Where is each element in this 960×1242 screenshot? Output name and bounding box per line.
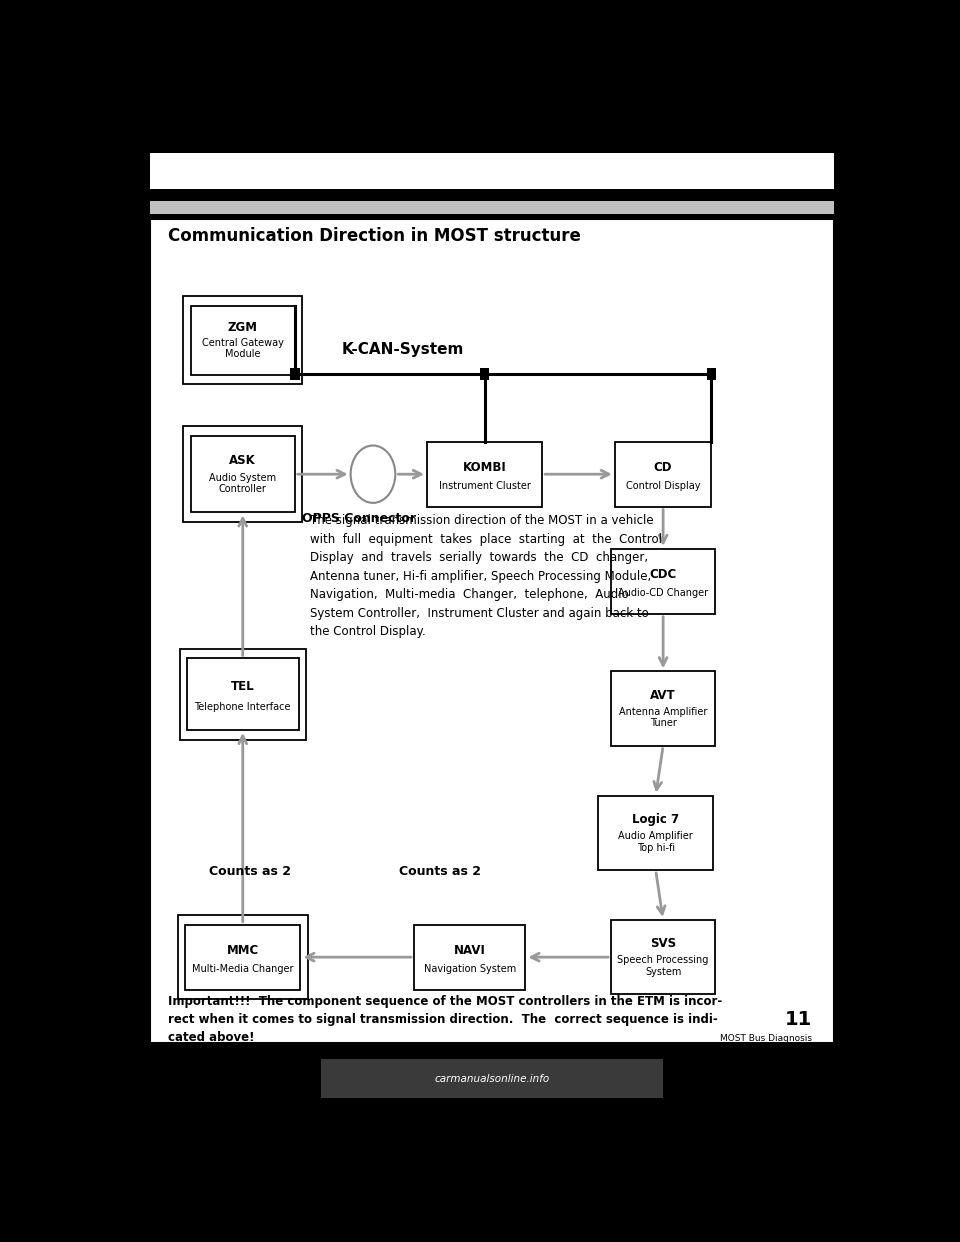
Text: CD: CD [654, 461, 672, 474]
FancyBboxPatch shape [150, 201, 834, 214]
Text: Counts as 2: Counts as 2 [209, 864, 291, 878]
FancyBboxPatch shape [183, 426, 302, 522]
FancyBboxPatch shape [598, 796, 713, 871]
FancyBboxPatch shape [611, 920, 715, 995]
Text: SVS: SVS [650, 938, 676, 950]
Text: K-CAN-System: K-CAN-System [342, 342, 464, 356]
FancyBboxPatch shape [290, 368, 300, 380]
Text: The signal transmission direction of the MOST in a vehicle
with  full  equipment: The signal transmission direction of the… [310, 514, 661, 638]
FancyBboxPatch shape [427, 442, 542, 507]
Text: Telephone Interface: Telephone Interface [195, 702, 291, 712]
FancyBboxPatch shape [183, 297, 302, 384]
Text: Important!!!  The component sequence of the MOST controllers in the ETM is incor: Important!!! The component sequence of t… [168, 995, 723, 1045]
FancyBboxPatch shape [321, 1059, 663, 1098]
FancyBboxPatch shape [187, 658, 299, 730]
Text: MMC: MMC [227, 944, 259, 958]
Text: Control Display: Control Display [626, 481, 701, 491]
Text: Multi-Media Changer: Multi-Media Changer [192, 964, 294, 974]
FancyBboxPatch shape [480, 368, 490, 380]
Text: TEL: TEL [231, 681, 254, 693]
FancyBboxPatch shape [191, 306, 295, 375]
Text: NAVI: NAVI [454, 944, 486, 958]
FancyBboxPatch shape [611, 549, 715, 614]
Text: Audio Amplifier
Top hi-fi: Audio Amplifier Top hi-fi [618, 831, 693, 852]
Text: ASK: ASK [229, 453, 256, 467]
Text: Speech Processing
System: Speech Processing System [617, 955, 708, 977]
Text: ZGM: ZGM [228, 322, 257, 334]
Text: carmanualsonline.info: carmanualsonline.info [434, 1073, 550, 1083]
Text: Instrument Cluster: Instrument Cluster [439, 481, 531, 491]
FancyBboxPatch shape [150, 219, 834, 1043]
FancyBboxPatch shape [614, 442, 711, 507]
FancyBboxPatch shape [180, 648, 306, 739]
Circle shape [350, 446, 396, 503]
Text: Communication Direction in MOST structure: Communication Direction in MOST structur… [168, 227, 581, 246]
Text: OPPS Connector: OPPS Connector [302, 513, 417, 525]
Text: Navigation System: Navigation System [423, 964, 516, 974]
Text: CDC: CDC [650, 569, 677, 581]
FancyBboxPatch shape [611, 671, 715, 745]
Text: Audio-CD Changer: Audio-CD Changer [618, 587, 708, 597]
FancyBboxPatch shape [185, 924, 300, 990]
Text: MOST Bus Diagnosis: MOST Bus Diagnosis [720, 1033, 812, 1042]
Text: Antenna Amplifier
Tuner: Antenna Amplifier Tuner [619, 707, 708, 728]
Text: Audio System
Controller: Audio System Controller [209, 472, 276, 494]
FancyBboxPatch shape [414, 924, 525, 990]
FancyBboxPatch shape [150, 153, 834, 189]
Text: Logic 7: Logic 7 [632, 814, 680, 826]
FancyBboxPatch shape [120, 149, 864, 193]
Text: 11: 11 [784, 1010, 812, 1028]
Text: KOMBI: KOMBI [463, 461, 507, 474]
FancyBboxPatch shape [178, 915, 308, 1000]
FancyBboxPatch shape [191, 436, 295, 513]
Text: Central Gateway
Module: Central Gateway Module [202, 338, 284, 359]
FancyBboxPatch shape [120, 1045, 864, 1105]
FancyBboxPatch shape [707, 368, 716, 380]
Text: AVT: AVT [650, 688, 676, 702]
Text: Counts as 2: Counts as 2 [399, 864, 481, 878]
